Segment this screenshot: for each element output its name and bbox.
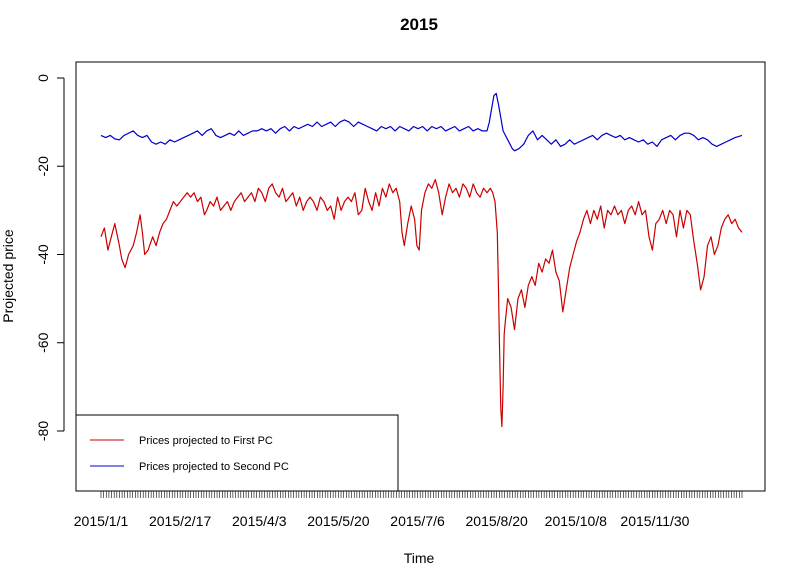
x-tick-label: 2015/1/1 bbox=[74, 513, 129, 529]
series-line-second-pc bbox=[100, 92, 743, 152]
legend-label-second-pc: Prices projected to Second PC bbox=[139, 461, 289, 473]
y-tick-label: -60 bbox=[35, 332, 51, 352]
x-tick-label: 2015/7/6 bbox=[390, 513, 445, 529]
y-tick-label: 0 bbox=[35, 74, 51, 82]
series-line-first-pc bbox=[100, 178, 743, 428]
x-axis-label: Time bbox=[404, 550, 435, 566]
x-tick-label: 2015/2/17 bbox=[149, 513, 211, 529]
x-tick-label: 2015/10/8 bbox=[545, 513, 607, 529]
y-tick-label: -40 bbox=[35, 244, 51, 264]
legend-box bbox=[75, 414, 399, 492]
x-tick-label: 2015/8/20 bbox=[466, 513, 528, 529]
x-tick-label: 2015/11/30 bbox=[620, 513, 689, 529]
x-tick-label: 2015/4/3 bbox=[232, 513, 287, 529]
x-axis: 2015/1/1 2015/2/17 2015/4/3 2015/5/20 2015/7… bbox=[74, 490, 743, 529]
legend: Prices projected to First PC Prices proj… bbox=[75, 414, 399, 492]
y-tick-label: -20 bbox=[35, 156, 51, 176]
legend-label-first-pc: Prices projected to First PC bbox=[139, 435, 273, 447]
y-tick-label: -80 bbox=[35, 421, 51, 441]
x-tick-label: 2015/5/20 bbox=[307, 513, 369, 529]
y-axis: 0 -20 -40 -60 -80 bbox=[35, 74, 65, 441]
chart-title: 2015 bbox=[400, 15, 438, 34]
y-axis-label: Projected price bbox=[0, 229, 16, 323]
series-layer bbox=[100, 92, 743, 428]
